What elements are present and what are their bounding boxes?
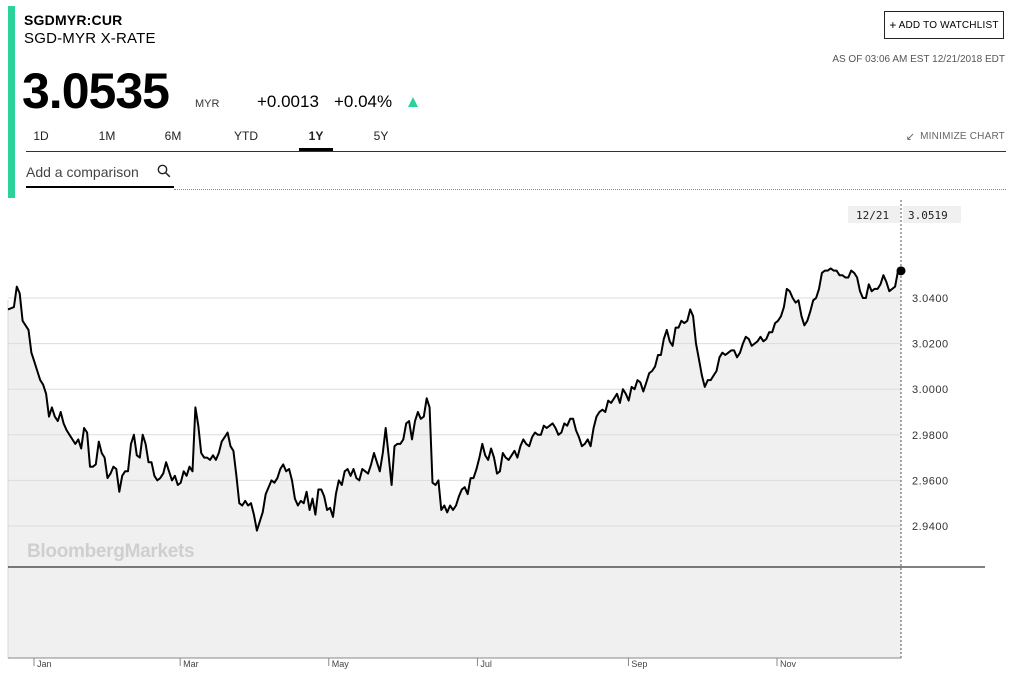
x-tick-label-2: May xyxy=(332,659,350,669)
current-price: 3.0535 xyxy=(22,63,170,119)
up-triangle-icon xyxy=(408,97,418,107)
series-area xyxy=(8,268,901,658)
tooltip-date-bg xyxy=(848,206,900,223)
tab-6m[interactable]: 6M xyxy=(164,129,182,143)
comparison-divider xyxy=(174,189,1006,190)
y-tick-label-4: 2.9600 xyxy=(912,475,949,487)
minimize-icon: ↙ xyxy=(905,131,916,143)
search-icon[interactable] xyxy=(157,164,171,178)
y-tick-label-2: 3.0000 xyxy=(912,384,949,396)
accent-bar xyxy=(8,6,15,312)
tab-ytd[interactable]: YTD xyxy=(234,129,258,143)
add-to-watchlist-button[interactable]: + ADD TO WATCHLIST xyxy=(884,11,1004,39)
tooltip-value-bg xyxy=(903,206,961,223)
comparison-placeholder: Add a comparison xyxy=(26,164,139,180)
x-tick-label-3: Jul xyxy=(480,659,492,669)
price-change-percent: +0.04% xyxy=(334,92,393,111)
x-tick-label-4: Sep xyxy=(631,659,647,669)
plus-icon: + xyxy=(889,18,897,32)
y-tick-label-1: 3.0200 xyxy=(912,339,949,351)
tabs-divider xyxy=(26,151,1006,152)
x-tick-label-5: Nov xyxy=(780,659,797,669)
price-currency: MYR xyxy=(195,98,220,110)
tab-1y[interactable]: 1Y xyxy=(299,124,333,151)
series-line xyxy=(7,267,902,532)
comparison-input[interactable]: Add a comparison xyxy=(26,160,174,188)
tooltip-date: 12/21 xyxy=(856,209,889,222)
tab-5y[interactable]: 5Y xyxy=(373,129,389,143)
ticker-symbol: SGDMYR:CUR xyxy=(24,12,123,28)
x-tick-label-1: Mar xyxy=(183,659,199,669)
minimize-chart-button[interactable]: ↙ MINIMIZE CHART xyxy=(906,130,1005,143)
price-change-absolute: +0.0013 xyxy=(257,92,319,111)
tab-1m[interactable]: 1M xyxy=(98,129,116,143)
last-point-marker xyxy=(896,266,906,276)
ticker-name: SGD-MYR X-RATE xyxy=(24,30,156,47)
minimize-chart-label: MINIMIZE CHART xyxy=(920,131,1005,142)
x-tick-label-0: Jan xyxy=(37,659,52,669)
y-tick-label-3: 2.9800 xyxy=(912,430,949,442)
tooltip-value: 3.0519 xyxy=(908,209,948,222)
bloomberg-watermark: BloombergMarkets xyxy=(27,541,194,562)
y-tick-label-5: 2.9400 xyxy=(912,521,949,533)
as-of-timestamp: AS OF 03:06 AM EST 12/21/2018 EDT xyxy=(832,54,1005,65)
add-to-watchlist-label: ADD TO WATCHLIST xyxy=(898,19,999,31)
tab-1d[interactable]: 1D xyxy=(33,129,49,143)
y-tick-label-0: 3.0400 xyxy=(912,293,949,305)
